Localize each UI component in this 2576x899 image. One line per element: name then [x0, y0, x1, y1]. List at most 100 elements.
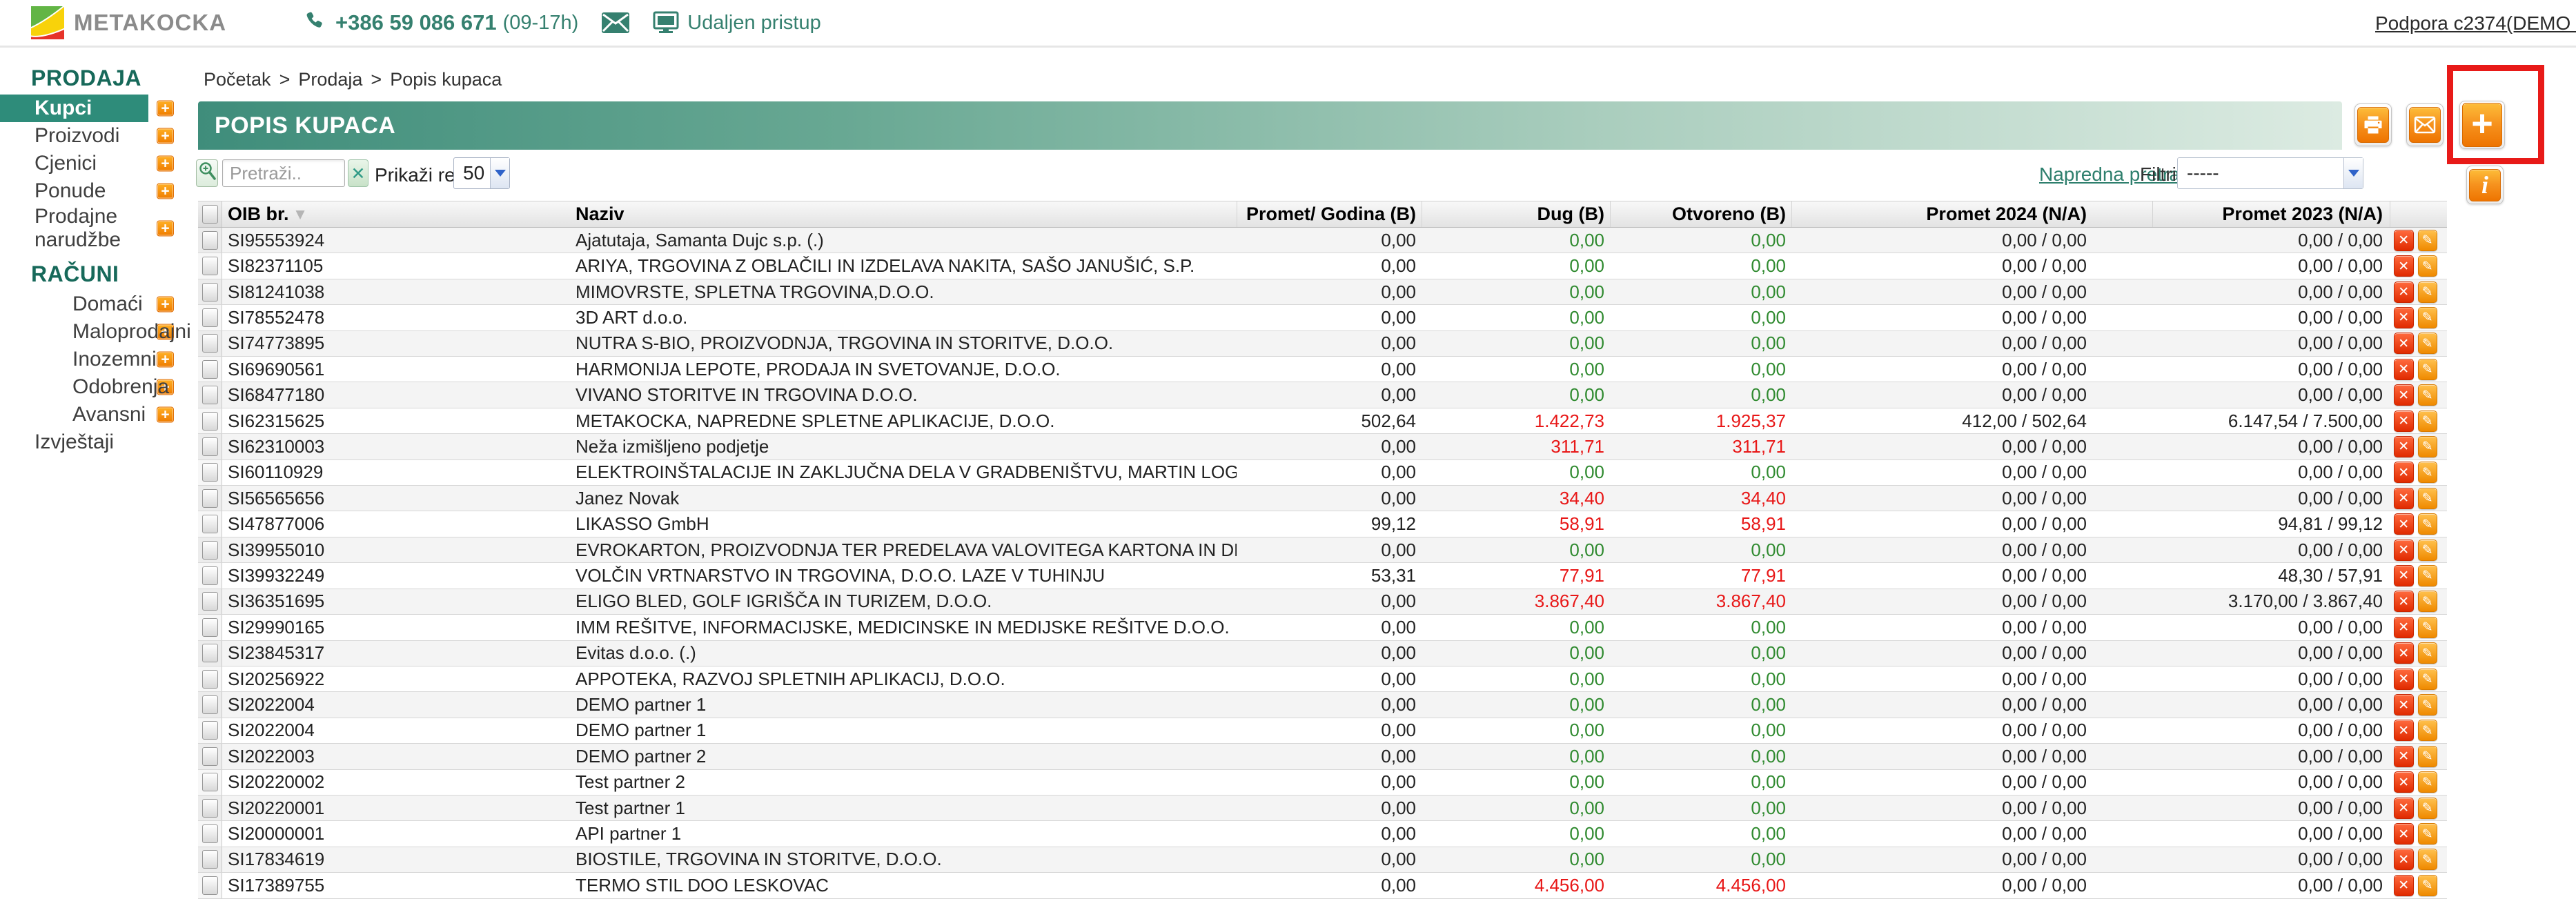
- column-header-otv[interactable]: Otvoreno (B): [1610, 201, 1791, 227]
- sidebar-item-cjenici[interactable]: Cjenici +: [0, 150, 197, 177]
- sidebar-item-doma-i[interactable]: Domaći +: [0, 290, 197, 318]
- add-new-icon[interactable]: +: [157, 296, 174, 313]
- row-checkbox[interactable]: [201, 566, 218, 585]
- sidebar-item-avansni[interactable]: Avansni +: [0, 401, 197, 428]
- edit-row-button[interactable]: ✎: [2417, 281, 2437, 303]
- delete-row-button[interactable]: ✕: [2394, 539, 2414, 561]
- edit-row-button[interactable]: ✎: [2417, 539, 2437, 561]
- edit-row-button[interactable]: ✎: [2417, 849, 2437, 871]
- delete-row-button[interactable]: ✕: [2394, 694, 2414, 716]
- row-checkbox[interactable]: [201, 230, 218, 250]
- support-link[interactable]: Podpora c2374(DEMO OM D.O.O: [2375, 12, 2576, 34]
- edit-row-button[interactable]: ✎: [2417, 462, 2437, 484]
- add-new-icon[interactable]: +: [157, 220, 174, 237]
- row-checkbox[interactable]: [201, 308, 218, 327]
- row-checkbox[interactable]: [201, 359, 218, 379]
- sidebar-item-odobrenja[interactable]: Odobrenja +: [0, 373, 197, 401]
- delete-row-button[interactable]: ✕: [2394, 513, 2414, 535]
- edit-row-button[interactable]: ✎: [2417, 745, 2437, 767]
- row-checkbox[interactable]: [201, 282, 218, 302]
- delete-row-button[interactable]: ✕: [2394, 720, 2414, 742]
- edit-row-button[interactable]: ✎: [2417, 874, 2437, 896]
- edit-row-button[interactable]: ✎: [2417, 513, 2437, 535]
- breadcrumb-item[interactable]: Početak: [204, 69, 271, 90]
- edit-row-button[interactable]: ✎: [2417, 306, 2437, 328]
- delete-row-button[interactable]: ✕: [2394, 358, 2414, 380]
- edit-row-button[interactable]: ✎: [2417, 333, 2437, 355]
- row-checkbox[interactable]: [201, 463, 218, 482]
- row-checkbox[interactable]: [201, 334, 218, 353]
- sidebar-item-ponude[interactable]: Ponude +: [0, 177, 197, 205]
- row-checkbox[interactable]: [201, 515, 218, 534]
- filter-select[interactable]: -----: [2177, 157, 2363, 189]
- sidebar-item-kupci[interactable]: Kupci +: [0, 95, 197, 122]
- sidebar-item-prodajne-narud-be[interactable]: Prodajne narudžbe +: [0, 205, 197, 252]
- edit-row-button[interactable]: ✎: [2417, 229, 2437, 251]
- add-customer-button[interactable]: +: [2459, 101, 2505, 149]
- column-header-oib[interactable]: OIB br. ▼: [222, 201, 573, 227]
- add-new-icon[interactable]: +: [157, 406, 174, 423]
- add-new-icon[interactable]: +: [157, 100, 174, 117]
- breadcrumb-item[interactable]: Prodaja: [298, 69, 363, 90]
- edit-row-button[interactable]: ✎: [2417, 720, 2437, 742]
- row-checkbox[interactable]: [201, 850, 218, 869]
- row-checkbox[interactable]: [201, 437, 218, 456]
- delete-row-button[interactable]: ✕: [2394, 874, 2414, 896]
- edit-row-button[interactable]: ✎: [2417, 487, 2437, 509]
- column-header-naziv[interactable]: Naziv: [573, 201, 1237, 227]
- edit-row-button[interactable]: ✎: [2417, 616, 2437, 638]
- row-checkbox[interactable]: [201, 644, 218, 663]
- add-new-icon[interactable]: +: [157, 155, 174, 172]
- delete-row-button[interactable]: ✕: [2394, 410, 2414, 432]
- delete-row-button[interactable]: ✕: [2394, 229, 2414, 251]
- select-all-checkbox[interactable]: [201, 205, 218, 224]
- edit-row-button[interactable]: ✎: [2417, 435, 2437, 457]
- delete-row-button[interactable]: ✕: [2394, 333, 2414, 355]
- edit-row-button[interactable]: ✎: [2417, 255, 2437, 277]
- delete-row-button[interactable]: ✕: [2394, 591, 2414, 613]
- row-checkbox[interactable]: [201, 669, 218, 689]
- edit-row-button[interactable]: ✎: [2417, 668, 2437, 690]
- edit-row-button[interactable]: ✎: [2417, 771, 2437, 793]
- delete-row-button[interactable]: ✕: [2394, 745, 2414, 767]
- row-checkbox[interactable]: [201, 618, 218, 637]
- add-new-icon[interactable]: +: [157, 351, 174, 368]
- delete-row-button[interactable]: ✕: [2394, 384, 2414, 406]
- edit-row-button[interactable]: ✎: [2417, 797, 2437, 819]
- delete-row-button[interactable]: ✕: [2394, 281, 2414, 303]
- add-new-icon[interactable]: +: [157, 183, 174, 199]
- breadcrumb-item[interactable]: Popis kupaca: [390, 69, 502, 90]
- delete-row-button[interactable]: ✕: [2394, 823, 2414, 845]
- column-header-p24[interactable]: Promet 2024 (N/A): [1791, 201, 2152, 227]
- delete-row-button[interactable]: ✕: [2394, 642, 2414, 664]
- clear-search-button[interactable]: ✕: [348, 159, 368, 187]
- delete-row-button[interactable]: ✕: [2394, 487, 2414, 509]
- row-checkbox[interactable]: [201, 876, 218, 895]
- rows-per-page-select[interactable]: 50: [453, 157, 510, 189]
- delete-row-button[interactable]: ✕: [2394, 771, 2414, 793]
- envelope-icon[interactable]: [602, 12, 630, 33]
- info-button[interactable]: i: [2466, 166, 2504, 204]
- send-mail-button[interactable]: [2406, 103, 2444, 146]
- search-button[interactable]: [196, 159, 218, 187]
- row-checkbox[interactable]: [201, 798, 218, 818]
- row-checkbox[interactable]: [201, 824, 218, 844]
- delete-row-button[interactable]: ✕: [2394, 306, 2414, 328]
- edit-row-button[interactable]: ✎: [2417, 823, 2437, 845]
- advanced-search-link[interactable]: Napredna pretraga: [2039, 164, 2202, 185]
- delete-row-button[interactable]: ✕: [2394, 462, 2414, 484]
- sidebar-item-proizvodi[interactable]: Proizvodi +: [0, 122, 197, 150]
- row-checkbox[interactable]: [201, 773, 218, 792]
- delete-row-button[interactable]: ✕: [2394, 797, 2414, 819]
- edit-row-button[interactable]: ✎: [2417, 694, 2437, 716]
- row-checkbox[interactable]: [201, 386, 218, 405]
- add-new-icon[interactable]: +: [157, 128, 174, 144]
- print-button[interactable]: [2354, 103, 2392, 146]
- edit-row-button[interactable]: ✎: [2417, 358, 2437, 380]
- row-checkbox[interactable]: [201, 721, 218, 740]
- search-input[interactable]: [222, 159, 345, 187]
- delete-row-button[interactable]: ✕: [2394, 849, 2414, 871]
- delete-row-button[interactable]: ✕: [2394, 668, 2414, 690]
- column-header-dug[interactable]: Dug (B): [1422, 201, 1610, 227]
- column-header-p23[interactable]: Promet 2023 (N/A): [2152, 201, 2390, 227]
